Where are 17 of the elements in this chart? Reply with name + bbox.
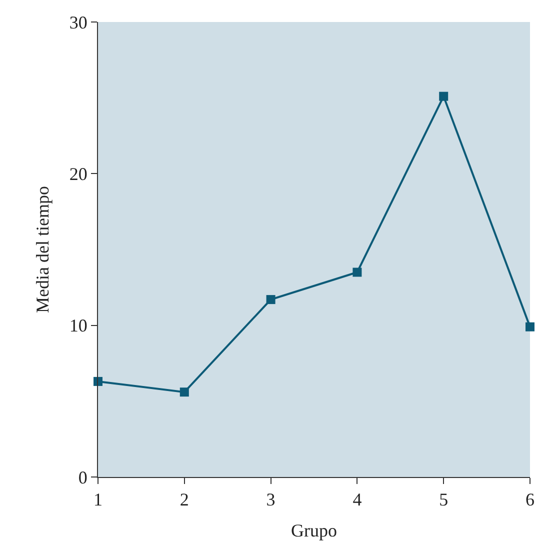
point (180, 388, 189, 397)
x-tick-label: 5 (439, 490, 448, 510)
x-axis-title: Grupo (291, 520, 337, 541)
y-axis-title: Media del tiempo (32, 186, 53, 313)
x-tick-label: 6 (526, 490, 534, 510)
x-tick-label: 3 (266, 490, 276, 510)
point (439, 92, 448, 101)
point (352, 268, 362, 277)
x-tick-label: 1 (94, 490, 102, 510)
x-tick-label: 2 (180, 490, 189, 510)
y-tick-label: 0 (78, 467, 88, 488)
y-tick-label: 10 (69, 316, 88, 336)
point (526, 322, 534, 332)
point (266, 295, 276, 304)
y-tick-label: 30 (69, 12, 88, 32)
x-tick-label: 4 (352, 490, 362, 510)
y-tick-label: 20 (69, 164, 88, 184)
